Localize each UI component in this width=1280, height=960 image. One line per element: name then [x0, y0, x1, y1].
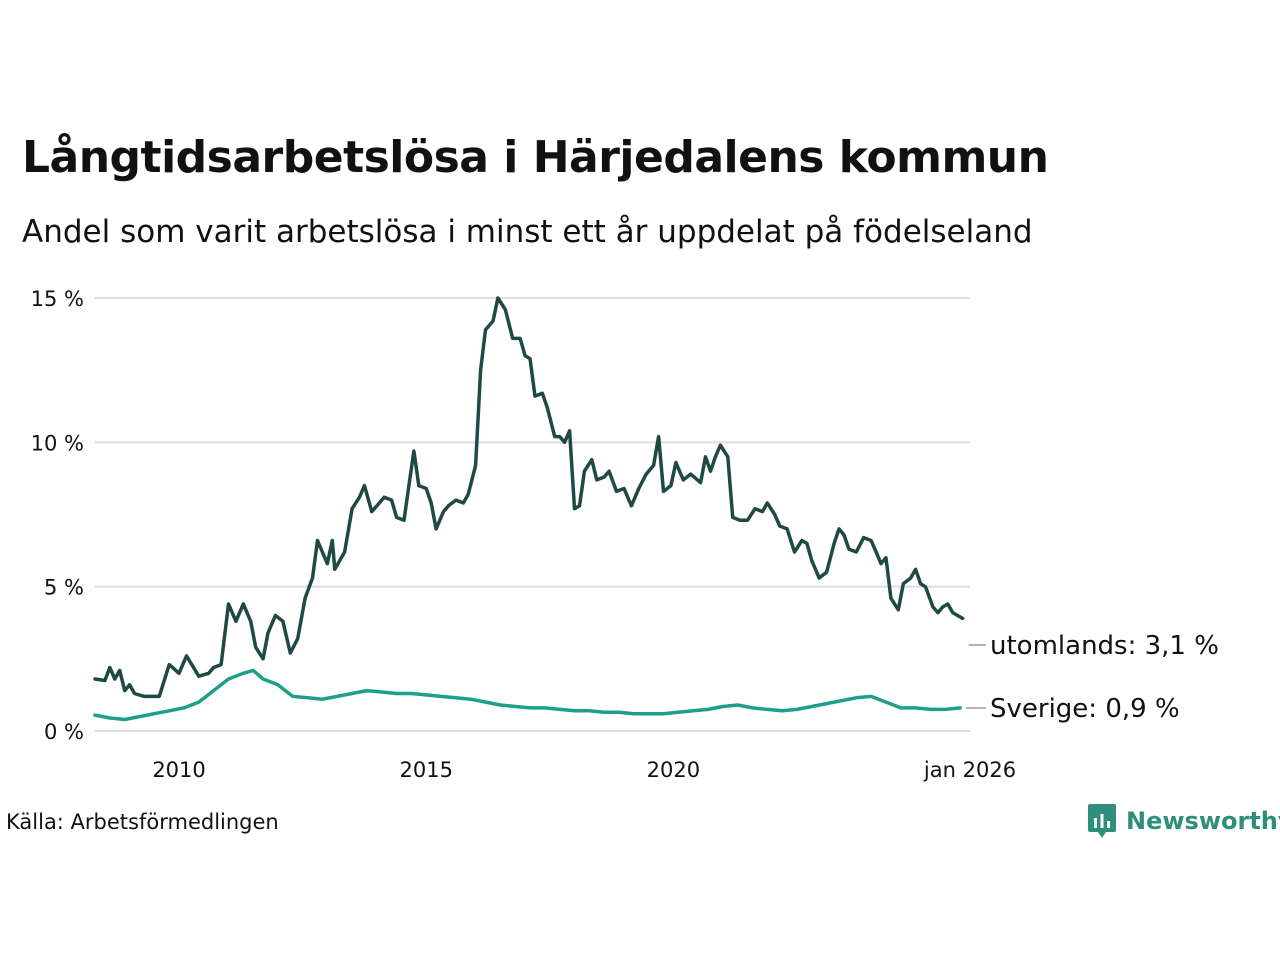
y-tick-label: 15 % — [31, 287, 84, 311]
x-tick-label: 2010 — [152, 758, 205, 782]
newsworthy-icon — [1088, 804, 1116, 838]
series-lines — [93, 296, 965, 722]
y-tick-label: 10 % — [31, 431, 84, 455]
series-line-utomlands — [93, 296, 965, 699]
series-labels: utomlands: 3,1 % Sverige: 0,9 % — [966, 631, 1219, 724]
y-tick-label: 5 % — [44, 576, 84, 600]
x-tick-label: 2020 — [647, 758, 700, 782]
series-label-utomlands: utomlands: 3,1 % — [990, 631, 1219, 661]
gridlines — [95, 297, 970, 732]
x-axis-ticks: 2010 2015 2020 jan 2026 — [152, 758, 1016, 782]
series-line-sverige — [93, 668, 962, 722]
chart-title: Långtidsarbetslösa i Härjedalens kommun — [22, 132, 1049, 183]
x-tick-label: 2015 — [399, 758, 452, 782]
chart-subtitle: Andel som varit arbetslösa i minst ett å… — [22, 214, 1033, 250]
y-tick-label: 0 % — [44, 720, 84, 744]
brand-name: Newsworthy — [1126, 807, 1280, 835]
series-label-sverige: Sverige: 0,9 % — [990, 694, 1180, 724]
x-tick-label: jan 2026 — [923, 758, 1016, 782]
y-axis-ticks: 0 % 5 % 10 % 15 % — [31, 287, 84, 744]
brand-logo: Newsworthy — [1088, 804, 1280, 838]
source-note: Källa: Arbetsförmedlingen — [6, 810, 279, 834]
